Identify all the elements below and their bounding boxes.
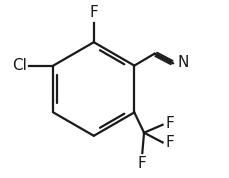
Text: F: F (137, 156, 146, 171)
Text: N: N (177, 55, 188, 70)
Text: F: F (164, 116, 173, 131)
Text: F: F (164, 135, 173, 150)
Text: F: F (89, 5, 98, 20)
Text: Cl: Cl (12, 58, 27, 73)
